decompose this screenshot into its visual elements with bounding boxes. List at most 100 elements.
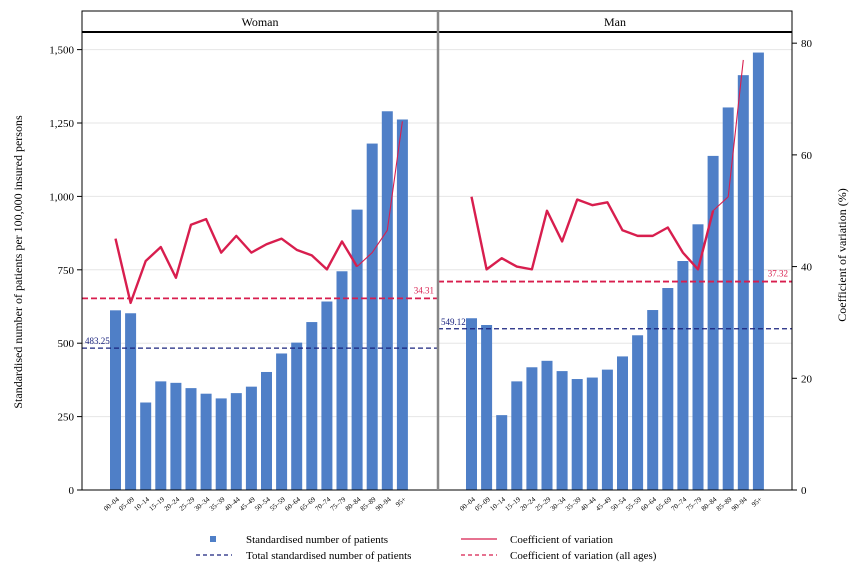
bar [230,393,242,490]
x-tick-label: 35–39 [564,495,583,513]
x-tick-label: 15–19 [148,495,167,513]
panel-title: Woman [241,15,278,29]
x-tick-label: 45–49 [594,495,613,513]
x-tick-label: 20–24 [519,495,538,513]
y2-tick-label: 40 [801,262,813,274]
x-tick-label: 10–14 [488,495,507,513]
y-tick-label: 750 [58,265,75,277]
bar [200,393,212,490]
x-tick-label: 40–44 [223,495,242,513]
x-tick-label: 60–64 [639,495,658,513]
y-axis-title: Standardised number of patients per 100,… [11,115,25,409]
bar [632,335,644,490]
cv-line [470,196,715,271]
x-tick-label: 65–69 [655,495,674,513]
bar [752,52,764,491]
total-patients-label: 549.12 [441,317,466,327]
cv-lines [114,59,744,305]
y-tick-label: 1,500 [49,45,74,57]
bar [722,107,734,490]
cv-all-label: 37.32 [768,269,788,279]
cv-all-label: 34.31 [414,285,434,295]
x-tick-label: 00–04 [102,495,121,513]
x-tick-label: 50–54 [609,495,628,513]
x-tick-label: 10–14 [132,495,151,513]
bar [321,301,333,490]
bar [647,310,659,490]
bar [276,353,288,490]
x-tick-label: 85–89 [359,495,378,513]
bar [677,261,689,490]
bar [110,310,121,490]
bar [481,325,493,490]
bar [381,111,393,491]
bar [170,382,182,490]
legend-patients-swatch [210,536,216,542]
y2-tick-label: 80 [801,38,813,50]
bar [541,360,553,490]
x-tick-label: 75–79 [685,495,704,513]
y-tick-label: 0 [69,485,75,497]
x-tick-label: 05–09 [117,495,136,513]
x-tick-label: 90–94 [730,495,749,513]
legend-cv-label: Coefficient of variation [510,534,614,546]
y-tick-label: 1,000 [49,191,74,203]
y-tick-label: 1,250 [49,118,74,130]
y2-tick-label: 20 [801,373,813,385]
cv-line-high-ages [712,59,744,212]
x-tick-label: 55–59 [268,495,287,513]
x-tick-label: 95+ [394,495,408,508]
bar [526,367,538,490]
bar [155,381,167,490]
legend-total-label: Total standardised number of patients [246,550,411,562]
y2-tick-label: 60 [801,150,813,162]
bar [496,415,508,490]
bar [556,371,568,490]
y2-axis-title: Coefficient of variation (%) [835,188,849,321]
bar [511,381,523,490]
x-tick-label: 75–79 [329,495,348,513]
y2-tick-label: 0 [801,485,807,497]
total-patients-label: 483.25 [85,336,110,346]
bar [396,119,408,490]
panel-title: Man [604,15,626,29]
x-tick-label: 25–29 [534,495,553,513]
x-tick-label: 70–74 [670,495,689,513]
x-tick-label: 35–39 [208,495,227,513]
x-tick-label: 60–64 [283,495,302,513]
bar [245,386,257,490]
y-tick-label: 500 [58,338,75,350]
x-tick-label: 70–74 [314,495,333,513]
bar [366,143,378,491]
bar [737,75,749,491]
bar [215,398,227,490]
panel-header [438,11,792,32]
bar [140,402,152,490]
bar [586,377,598,490]
bar [291,342,303,490]
panel-header [82,11,438,32]
x-tick-label: 25–29 [178,495,197,513]
bar [466,318,477,490]
x-tick-label: 30–34 [549,495,568,513]
bar [125,313,137,490]
bar [707,155,719,490]
bar [306,322,318,490]
x-tick-label: 95+ [750,495,764,508]
bar [601,369,613,490]
bar [336,271,348,490]
bar [662,288,674,490]
x-tick-label: 05–09 [473,495,492,513]
x-tick-label: 30–34 [193,495,212,513]
y-tick-label: 250 [58,412,75,424]
x-tick-label: 90–94 [374,495,393,513]
x-tick-label: 55–59 [624,495,643,513]
legend: Standardised number of patients Coefficie… [196,534,657,562]
x-tick-label: 85–89 [715,495,734,513]
bars-layer [110,52,764,491]
bar [261,371,272,490]
x-tick-label: 15–19 [504,495,523,513]
x-tick-label: 40–44 [579,495,598,513]
x-tick-label: 00–04 [458,495,477,513]
